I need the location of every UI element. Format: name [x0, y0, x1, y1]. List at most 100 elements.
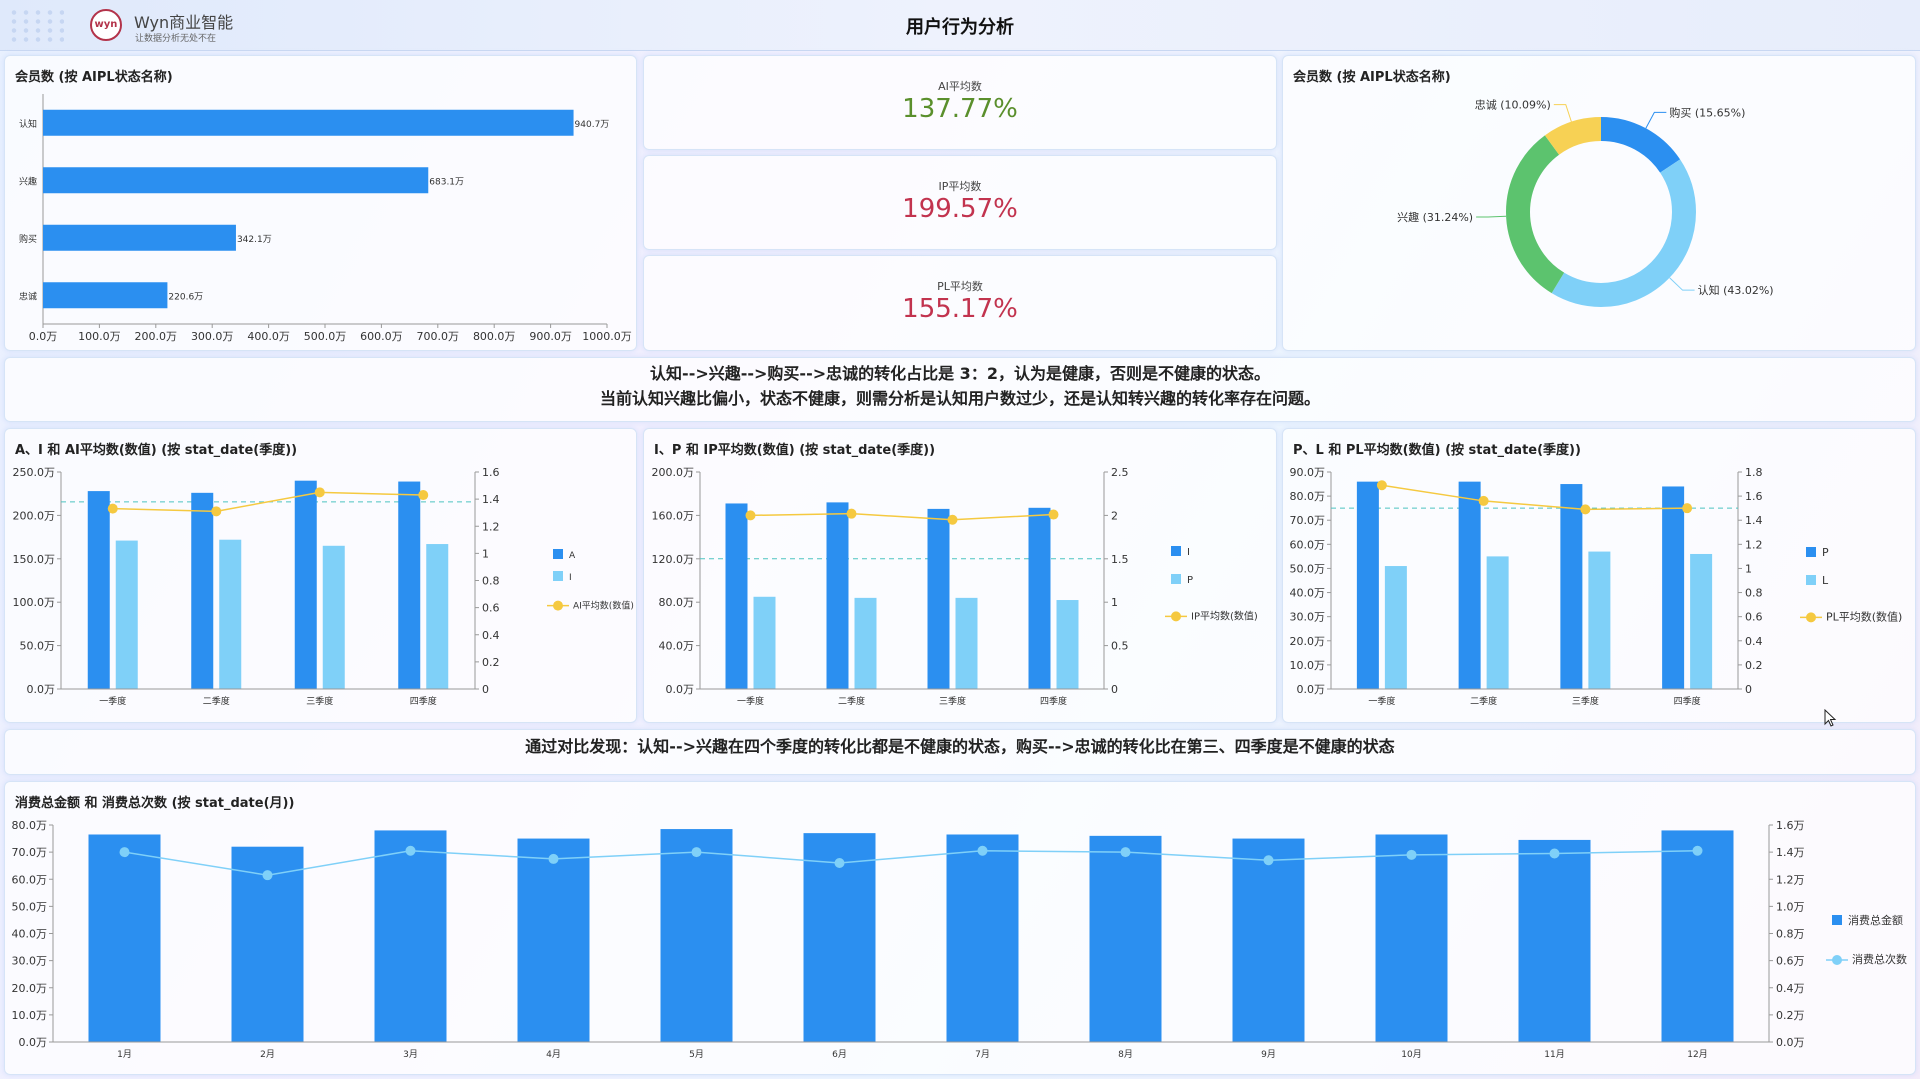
- donut-label: 购买 (15.65%): [1669, 105, 1745, 119]
- line-point: [1692, 845, 1703, 856]
- bar-P-2: [955, 597, 978, 689]
- x-tick-label: 9月: [1261, 1049, 1276, 1060]
- monthly-spend-chart: 0.0万 10.0万 20.0万 30.0万 40.0万 50.0万 60.0万 70.0万 8…: [12, 819, 1908, 1060]
- bar-A-3: [398, 481, 421, 689]
- legend-label: 消费总金额: [1848, 913, 1903, 927]
- bar-A-2: [294, 480, 317, 689]
- page-title: 用户行为分析: [906, 17, 1014, 38]
- y-tick-label: 80.0万: [659, 596, 695, 609]
- y2-tick-label: 1.6: [1745, 490, 1763, 503]
- x-tick-label: 二季度: [838, 695, 865, 707]
- bar-L-2: [1588, 551, 1611, 689]
- legend-swatch: [1806, 575, 1816, 585]
- brand-logo: wyn: [90, 9, 122, 41]
- x-tick-label: 800.0万: [473, 330, 516, 343]
- donut-slice-1: [1506, 117, 1696, 307]
- line-point: [405, 845, 416, 856]
- bar-I-2: [322, 545, 345, 689]
- legend-label: 消费总次数: [1852, 952, 1907, 966]
- category-label: 忠诚: [19, 290, 37, 302]
- y2-tick-label: 0.8: [1745, 587, 1763, 600]
- legend-swatch: [553, 549, 563, 559]
- x-tick-label: 三季度: [1572, 695, 1599, 707]
- bar-I-1: [826, 502, 849, 689]
- member-donut-chart: 购买 (15.65%) 认知 (43.02%) 兴趣 (31.24%) 忠诚 (10.…: [1397, 99, 1774, 307]
- bar-P-0: [1356, 481, 1379, 689]
- bar-2: [43, 224, 236, 251]
- line-point: [846, 508, 857, 519]
- y2-tick-label: 0.4万: [1776, 982, 1805, 995]
- x-tick-label: 二季度: [203, 695, 230, 707]
- series-line: [124, 850, 1698, 876]
- y2-tick-label: 0.2万: [1776, 1009, 1805, 1022]
- y2-tick-label: 1.4万: [1776, 846, 1805, 859]
- bar-P-3: [1056, 600, 1079, 689]
- x-tick-label: 700.0万: [417, 330, 460, 343]
- y-tick-label: 60.0万: [1290, 538, 1326, 551]
- y2-tick-label: 0.2: [1745, 659, 1763, 672]
- y-tick-label: 40.0万: [12, 928, 48, 941]
- line-point: [1478, 495, 1489, 506]
- line-point: [1682, 503, 1693, 514]
- y-tick-label: 200.0万: [13, 509, 56, 522]
- x-tick-label: 一季度: [1368, 695, 1395, 707]
- bar-消费总金额-11: [1661, 830, 1734, 1042]
- y2-tick-label: 1.2: [1745, 538, 1763, 551]
- y2-tick-label: 0.0万: [1776, 1036, 1805, 1049]
- legend-label: P: [1187, 575, 1193, 586]
- x-tick-label: 一季度: [737, 695, 764, 707]
- bar-消费总金额-0: [88, 834, 161, 1042]
- y2-tick-label: 1.0万: [1776, 900, 1805, 913]
- line-point: [107, 503, 118, 514]
- kpi-label-ip: IP平均数: [938, 180, 982, 193]
- y-tick-label: 0.0万: [19, 1036, 48, 1049]
- legend-point: [1171, 611, 1181, 622]
- y2-tick-label: 1.4: [482, 493, 500, 506]
- bar-P-2: [1560, 484, 1583, 689]
- y2-tick-label: 0.4: [482, 629, 500, 642]
- x-tick-label: 100.0万: [78, 330, 121, 343]
- line-point: [1406, 849, 1417, 860]
- pl-quarter-title: P、L 和 PL平均数(数值) (按 stat_date(季度)): [1293, 443, 1581, 458]
- line-point: [977, 845, 988, 856]
- y2-tick-label: 2.5: [1111, 466, 1129, 479]
- y2-tick-label: 0.4: [1745, 635, 1763, 648]
- x-tick-label: 三季度: [939, 695, 966, 707]
- legend-label: I: [569, 573, 572, 583]
- y2-tick-label: 1: [482, 547, 489, 560]
- y2-tick-label: 1.5: [1111, 553, 1129, 566]
- y-tick-label: 80.0万: [12, 819, 48, 832]
- bar-L-0: [1384, 566, 1407, 689]
- menu-grid-icon[interactable]: [8, 8, 64, 42]
- member-bar-chart: 0.0万 100.0万 200.0万 300.0万 400.0万 500.0万 600.0万…: [19, 94, 632, 343]
- brand-slogan: 让数据分析无处不在: [135, 34, 217, 44]
- legend-swatch: [1832, 915, 1842, 925]
- legend-point: [553, 600, 563, 611]
- y-tick-label: 50.0万: [20, 640, 56, 653]
- line-point: [1580, 504, 1591, 515]
- y2-tick-label: 1.2: [482, 520, 500, 533]
- bar-I-1: [219, 539, 242, 689]
- y-tick-label: 10.0万: [1290, 659, 1326, 672]
- legend-label: I: [1187, 547, 1190, 558]
- donut-leader-line: [1553, 104, 1572, 122]
- member-bar-panel: 会员数 (按 AIPL状态名称) 0.0万 100.0万 200.0万 300.0万 4…: [4, 55, 637, 351]
- donut-label: 兴趣 (31.24%): [1397, 210, 1473, 224]
- y2-tick-label: 1: [1111, 596, 1118, 609]
- y2-tick-label: 0.2: [482, 656, 500, 669]
- y-tick-label: 20.0万: [1290, 635, 1326, 648]
- y-tick-label: 70.0万: [12, 846, 48, 859]
- line-point: [548, 853, 559, 864]
- bar-消费总金额-9: [1375, 834, 1448, 1042]
- line-point: [314, 487, 325, 498]
- x-tick-label: 11月: [1544, 1049, 1564, 1060]
- bar-A-1: [191, 492, 214, 689]
- x-tick-label: 3月: [403, 1049, 418, 1060]
- header-bar: wyn Wyn商业智能 让数据分析无处不在 用户行为分析: [0, 0, 1920, 51]
- x-tick-label: 12月: [1687, 1049, 1707, 1060]
- x-tick-label: 8月: [1118, 1049, 1133, 1060]
- y-tick-label: 30.0万: [12, 955, 48, 968]
- bar-L-3: [1690, 553, 1713, 689]
- monthly-spend-panel: 消费总金额 和 消费总次数 (按 stat_date(月)) 0.0万 10.0万…: [4, 781, 1916, 1075]
- x-tick-label: 10月: [1401, 1049, 1421, 1060]
